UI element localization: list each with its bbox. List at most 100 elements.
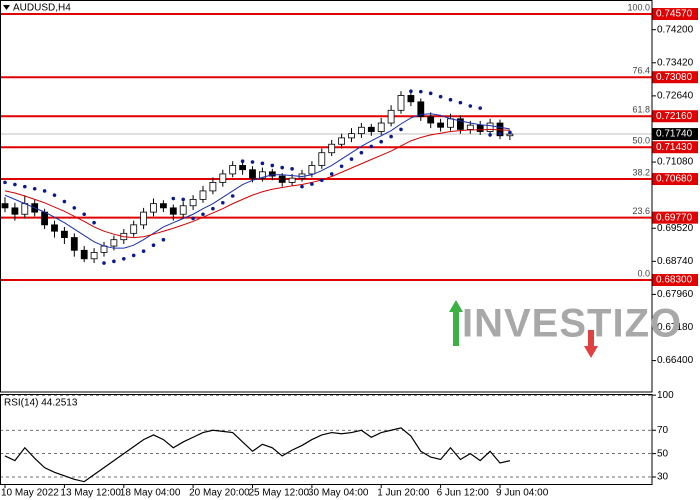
candle-body xyxy=(427,116,435,124)
sar-dot xyxy=(141,249,146,253)
sar-dot xyxy=(230,194,235,198)
y-tick-label: 0.72640 xyxy=(657,91,694,102)
x-tick-label: 18 May 04:00 xyxy=(120,488,181,499)
rsi-title: RSI(14) 44.2513 xyxy=(4,398,78,409)
sar-dot xyxy=(419,89,423,94)
candle-body xyxy=(41,211,48,226)
fib-level-ratio: 61.8 xyxy=(632,105,650,115)
moving-average xyxy=(4,113,510,249)
sar-dot xyxy=(131,253,136,258)
candle-body xyxy=(229,165,237,175)
candle-body xyxy=(110,239,118,247)
fib-price-box xyxy=(652,71,698,84)
fib-price-label: 0.74570 xyxy=(656,9,693,20)
sar-dot xyxy=(349,157,354,161)
y-tick-label: 0.69520 xyxy=(657,223,694,234)
watermark: INVESTIZO xyxy=(462,302,682,346)
fib-level-ratio: 76.4 xyxy=(632,66,650,76)
rsi-panel: 100 70 50 30 xyxy=(0,390,674,483)
fib-price-box xyxy=(652,211,698,224)
candle-body xyxy=(61,230,68,238)
x-tick-label: 25 May 12:00 xyxy=(249,488,310,499)
candle-body xyxy=(397,95,405,111)
y-tick-label: 100 xyxy=(657,390,674,401)
candle-body xyxy=(159,203,167,209)
sar-dot xyxy=(13,182,17,187)
sar-dot xyxy=(290,167,294,171)
candle-body xyxy=(239,165,247,171)
x-tick-label: 1 Jun 20:00 xyxy=(377,488,430,499)
candle-body xyxy=(357,126,365,135)
fib-level-ratio: 23.6 xyxy=(632,206,650,216)
candle-body xyxy=(51,224,58,232)
candle-body xyxy=(367,126,375,132)
sar-dot xyxy=(508,130,512,135)
candle-body xyxy=(219,173,227,183)
candle-body xyxy=(70,237,78,251)
sar-dot xyxy=(458,100,463,105)
sar-dot xyxy=(102,261,106,265)
sar-dot xyxy=(359,150,364,155)
sar-dot xyxy=(62,199,67,204)
sar-dot xyxy=(151,243,156,248)
sar-dot xyxy=(240,159,245,164)
fib-price-label: 0.72160 xyxy=(656,111,693,122)
fib-price-box xyxy=(652,173,698,186)
sar-dot xyxy=(389,134,393,139)
sar-dot xyxy=(161,237,166,242)
candle-body xyxy=(338,137,346,145)
sar-dot xyxy=(32,186,37,191)
candle-body xyxy=(466,124,474,130)
y-tick-label: 0.67180 xyxy=(657,322,694,333)
x-tick-label: 10 May 2022 xyxy=(1,488,59,499)
candle-body xyxy=(199,190,207,200)
candle-body xyxy=(11,207,19,215)
sar-dot xyxy=(498,131,502,136)
sar-dot xyxy=(250,160,255,164)
fib-price-box xyxy=(652,110,698,123)
candle-body xyxy=(258,171,266,179)
sar-dot xyxy=(211,206,215,211)
candle-body xyxy=(150,203,157,213)
candle-body xyxy=(417,101,425,118)
candle-body xyxy=(249,169,256,179)
sar-dot xyxy=(92,220,96,225)
fib-price-box xyxy=(652,274,698,286)
sar-dot xyxy=(399,127,403,132)
candle-body xyxy=(328,143,336,154)
symbol-menu-icon xyxy=(3,5,10,10)
sar-dot xyxy=(468,104,473,108)
candle-body xyxy=(140,211,148,226)
sar-dot xyxy=(42,189,47,193)
y-tick-label: 50 xyxy=(657,448,669,459)
x-tick-label: 20 May 20:00 xyxy=(189,488,250,499)
sar-dot xyxy=(52,193,57,197)
sar-dot xyxy=(3,180,7,185)
candle-body xyxy=(486,122,494,132)
fib-price-box xyxy=(652,141,698,154)
price-panel-border xyxy=(0,0,653,393)
sar-dot xyxy=(171,196,176,201)
candle-body xyxy=(318,152,326,166)
rsi-panel-border xyxy=(0,394,653,485)
candle-body xyxy=(387,109,395,124)
chart-title: AUDUSD,H4 xyxy=(13,3,71,14)
y-tick-label: 0.73420 xyxy=(657,57,694,68)
sar-dot xyxy=(379,139,384,144)
fib-price-box xyxy=(652,8,698,20)
sar-dot xyxy=(488,133,492,137)
x-tick-label: 9 Jun 04:00 xyxy=(496,488,549,499)
sar-dot xyxy=(369,144,374,149)
moving-average xyxy=(4,128,510,239)
sar-dot xyxy=(448,97,453,102)
sar-dot xyxy=(478,106,483,110)
last-price-label: 0.71740 xyxy=(656,129,693,140)
watermark-up-arrow xyxy=(449,300,463,346)
sar-dot xyxy=(72,206,77,210)
sar-dot xyxy=(201,212,205,217)
watermark-down-arrow xyxy=(584,330,598,358)
fib-price-label: 0.73080 xyxy=(656,72,693,83)
candle-body xyxy=(447,118,454,128)
